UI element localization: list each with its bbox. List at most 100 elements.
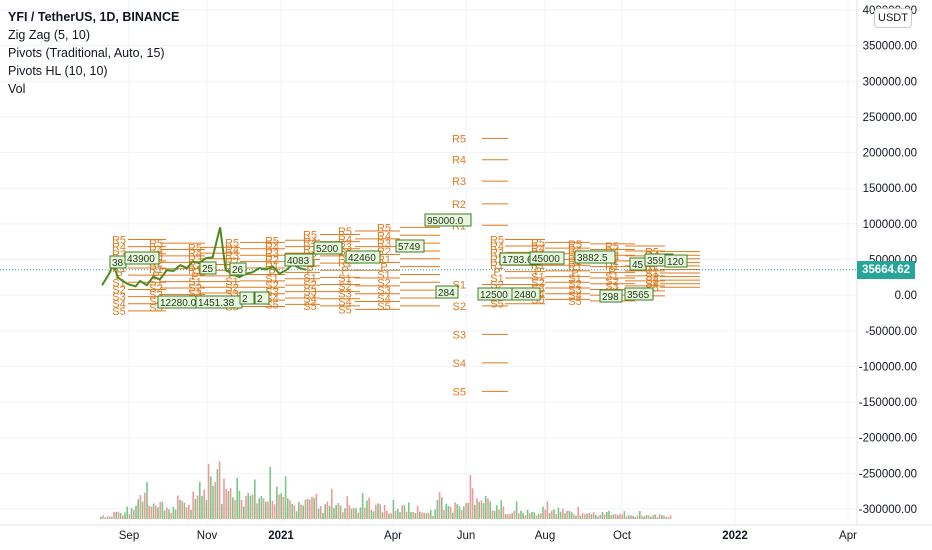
volume-bar [269,466,271,519]
volume-bar [401,505,403,519]
volume-bar [205,500,208,519]
volume-bar [509,514,511,519]
volume-bar [452,512,454,519]
pivot-label-r4: R4 [112,242,126,254]
pivot-label-s2: S2 [265,280,278,292]
volume-bar [240,499,243,519]
volume-bar [628,515,630,519]
volume-bar [515,501,518,519]
indicator-pivots-hl[interactable]: Pivots HL (10, 10) [8,64,108,78]
volume-bar [227,490,230,519]
x-axis[interactable]: Sep Nov 2021 Apr Jun Aug Oct 2022 Apr [0,524,932,542]
volume-bar [157,507,159,519]
volume-bar [282,496,285,519]
pivot-label-r5: R5 [112,235,126,247]
volume-bar [342,512,344,519]
volume-bar [350,508,353,519]
pivot-hl-label: 120 [667,257,684,268]
volume-bar [320,506,322,519]
volume-bar [238,490,241,519]
volume-bar [348,505,351,519]
volume-bar [273,504,276,519]
pivot-hl-box [664,254,688,268]
pivot-hl-label: 3882.5 [577,253,608,264]
volume-bar [390,513,392,519]
volume-bar [443,510,445,519]
pivot-label-r5: R5 [605,241,619,253]
currency-button[interactable]: USDT [874,8,912,28]
indicator-volume[interactable]: Vol [8,82,26,96]
volume-bar [337,503,340,519]
pivot-label-p: P [341,265,348,277]
pivot-label-s1: S1 [605,271,618,283]
indicator-zigzag[interactable]: Zig Zag (5, 10) [8,28,90,42]
volume-bar [614,514,617,519]
volume-bar [467,502,469,519]
volume-bar [130,508,133,519]
volume-bar [397,508,399,519]
volume-bar [265,501,267,519]
indicator-pivots[interactable]: Pivots (Traditional, Auto, 15) [8,46,165,60]
volume-bar [355,508,357,519]
pivot-label-s5: S5 [490,299,503,311]
volume-bar [135,505,137,519]
volume-bar [302,505,304,519]
pivot-label-s2: S2 [453,301,466,313]
x-tick-label: 2021 [268,530,294,542]
volume-bar [487,498,489,519]
pivot-label-s1: S1 [303,272,316,284]
volume-bar [414,512,417,519]
volume-bar [434,509,436,519]
volume-bar [379,504,381,519]
volume-bar [564,513,566,519]
pivot-hl-label: 12280.0 [160,298,197,309]
volume-bar [643,516,645,519]
volume-bar [654,514,656,519]
volume-bar [447,505,450,519]
symbol-title[interactable]: YFI / TetherUS, 1D, BINANCE [8,10,180,24]
y-tick-label: -300000.00 [859,504,917,516]
volume-bar [210,476,212,519]
pivot-label-r4: R4 [490,241,504,253]
pivot-label-r2: R2 [452,199,466,211]
volume-bar [645,514,648,519]
pivot-hl-label: 26 [232,265,244,276]
volume-bar [458,506,461,519]
volume-bar [544,509,546,519]
volume-bar [309,499,311,519]
volume-bar [502,506,505,519]
pivot-label-s5: S5 [303,301,316,313]
volume-bar [535,515,538,519]
volume-bar [612,514,615,519]
volume-bar [590,513,593,519]
volume-bar [287,498,289,519]
volume-bar [630,515,632,519]
volume-bar [214,482,216,519]
volume-bar [597,516,599,519]
pivot-hl-label: 4083 [287,256,310,267]
pivot-label-r1: R1 [188,265,202,277]
volume-bar [100,516,102,519]
pivot-label-r4: R4 [188,248,202,260]
volume-bar [201,496,203,519]
y-axis[interactable]: 400000.00350000.00300000.00250000.002000… [856,0,917,525]
pivot-label-r5: R5 [149,238,163,250]
volume-bar [493,510,496,519]
volume-bar [513,510,516,519]
volume-bar [289,500,291,519]
volume-bar [610,514,612,519]
volume-bar [405,511,408,519]
pivot-hl-box [239,291,255,305]
x-tick-label: Apr [384,530,402,542]
volume-bar [335,504,337,519]
volume-bar [617,515,619,519]
pivot-hl-box [435,285,459,299]
pivot-hl-label: 43900 [127,254,155,265]
volume-bar [656,517,659,519]
volume-bar [603,514,606,519]
pivot-label-r3: R3 [225,250,239,262]
pivot-label-s3: S3 [453,329,466,341]
volume-bar [104,517,106,519]
volume-bar [388,513,390,519]
